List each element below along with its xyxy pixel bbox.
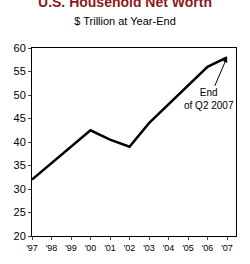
- svg-text:50: 50: [14, 89, 26, 101]
- svg-text:'02: '02: [124, 243, 136, 253]
- svg-text:U.S. Household Net Worth$ Tril: U.S. Household Net Worth$ Trillion at Ye…: [38, 0, 212, 27]
- svg-text:Endof Q2 2007: Endof Q2 2007: [184, 87, 234, 111]
- svg-text:'06: '06: [202, 243, 214, 253]
- svg-text:'97: '97: [26, 243, 38, 253]
- svg-text:55: 55: [14, 65, 26, 77]
- svg-text:35: 35: [14, 159, 26, 171]
- svg-text:'00: '00: [85, 243, 97, 253]
- svg-text:60: 60: [14, 42, 26, 54]
- svg-text:40: 40: [14, 136, 26, 148]
- svg-text:'07: '07: [221, 243, 233, 253]
- svg-text:'03: '03: [143, 243, 155, 253]
- svg-text:30: 30: [14, 183, 26, 195]
- svg-text:'05: '05: [182, 243, 194, 253]
- svg-text:'04: '04: [163, 243, 175, 253]
- svg-text:25: 25: [14, 206, 26, 218]
- svg-text:20: 20: [14, 230, 26, 242]
- svg-text:'99: '99: [65, 243, 77, 253]
- svg-text:'01: '01: [104, 243, 116, 253]
- svg-text:'98: '98: [46, 243, 58, 253]
- svg-text:45: 45: [14, 112, 26, 124]
